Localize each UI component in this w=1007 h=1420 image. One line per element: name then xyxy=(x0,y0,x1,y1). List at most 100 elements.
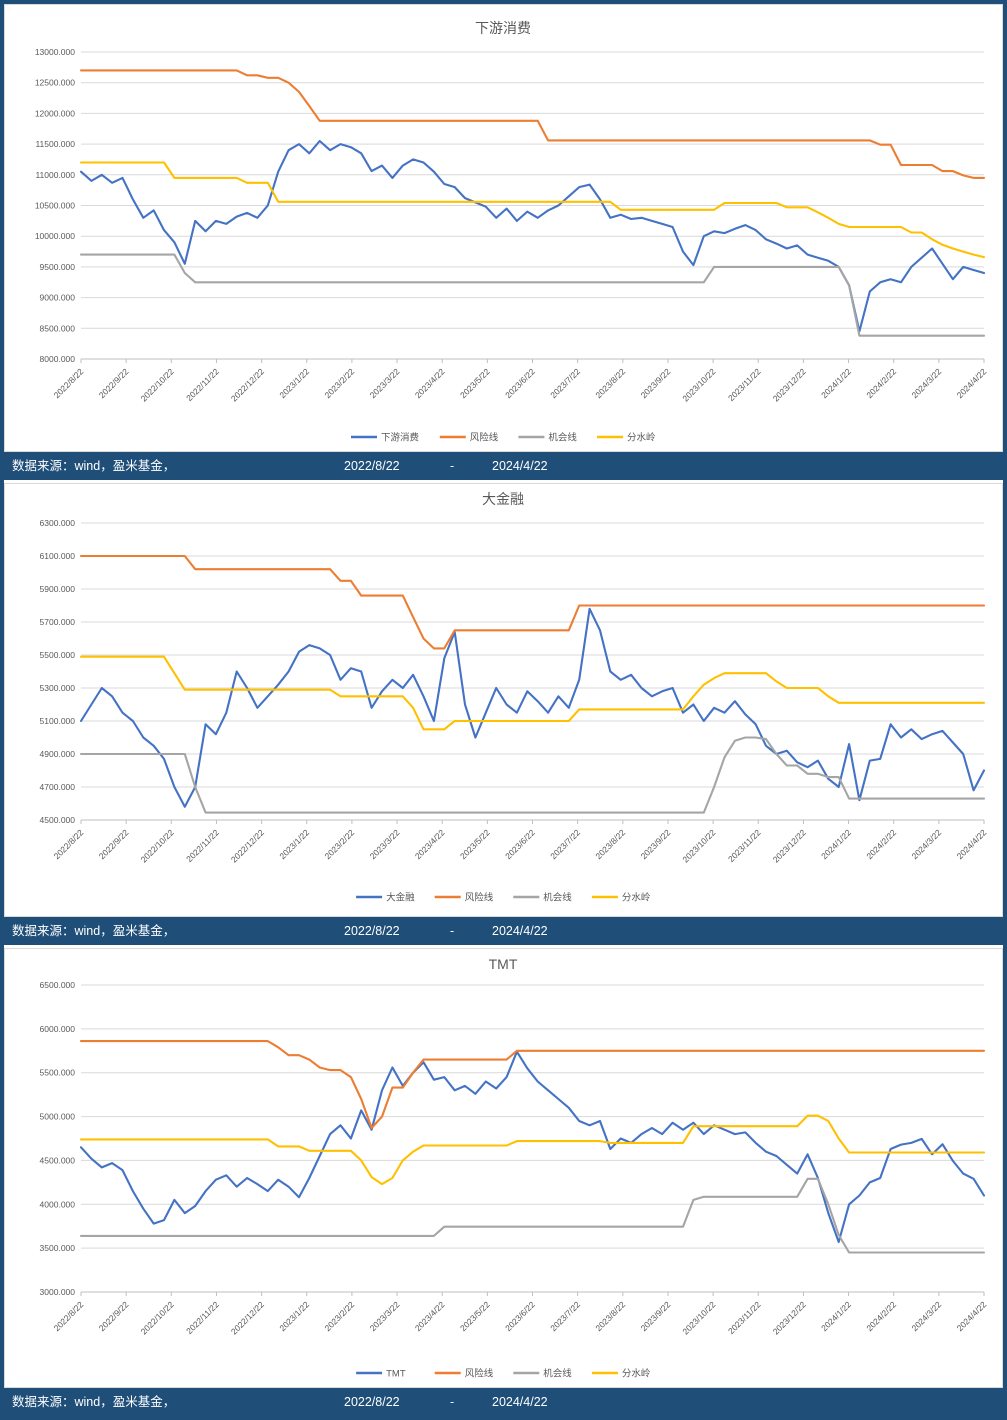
opportunity-line xyxy=(79,1177,986,1254)
y-axis-label: 4500.000 xyxy=(40,815,76,825)
panel-divider xyxy=(4,945,1003,948)
y-axis-label: 6100.000 xyxy=(40,551,76,561)
x-axis-label: 2023/2/22 xyxy=(322,366,356,400)
x-axis-label: 2022/10/22 xyxy=(139,366,176,403)
opportunity-line xyxy=(79,253,986,337)
x-axis-label: 2022/10/22 xyxy=(139,1299,176,1336)
main-series-line xyxy=(79,607,986,808)
x-axis-label: 2023/12/22 xyxy=(771,827,808,864)
x-axis-label: 2023/5/22 xyxy=(458,827,492,861)
legend-main-series-label: 大金融 xyxy=(386,892,415,904)
opportunity-line xyxy=(79,736,986,814)
range-separator: - xyxy=(450,924,455,938)
y-axis-label: 9000.000 xyxy=(40,293,76,303)
y-axis-label: 4700.000 xyxy=(40,782,76,792)
x-axis-label: 2023/3/22 xyxy=(368,1299,402,1333)
x-axis-label: 2022/9/22 xyxy=(97,366,131,400)
x-axis-label: 2023/7/22 xyxy=(548,1299,582,1333)
x-axis-label: 2022/10/22 xyxy=(139,827,176,864)
x-axis-label: 2023/8/22 xyxy=(593,1299,627,1333)
y-axis-label: 13000.000 xyxy=(35,47,75,57)
x-axis-label: 2022/11/22 xyxy=(184,1299,221,1336)
x-axis-label: 2023/11/22 xyxy=(726,827,763,864)
risk-line xyxy=(79,554,986,650)
range-start-date: 2022/8/22 xyxy=(344,459,400,473)
x-axis-label: 2022/12/22 xyxy=(229,827,266,864)
panel-divider xyxy=(4,480,1003,483)
legend-opportunity-label: 机会线 xyxy=(543,1368,572,1380)
x-axis-label: 2022/11/22 xyxy=(184,827,221,864)
chart-panel-downstream-consumption: 13000.000 12500.000 12000.000 11500.000 1100… xyxy=(4,4,1003,452)
main-series-line xyxy=(79,139,986,333)
y-axis-label: 5100.000 xyxy=(40,716,76,726)
tmt-chart: 6500.000 6000.000 5500.000 5000.000 4500.000… xyxy=(40,956,989,1380)
x-axis-label: 2023/6/22 xyxy=(503,1299,537,1333)
y-axis-label: 11500.000 xyxy=(35,139,75,149)
x-axis-label: 2024/1/22 xyxy=(819,366,853,400)
x-axis-label: 2023/11/22 xyxy=(726,1299,763,1336)
x-axis-label: 2023/7/22 xyxy=(548,366,582,400)
x-axis-label: 2023/9/22 xyxy=(639,827,673,861)
watershed-line xyxy=(79,655,986,731)
x-axis-label: 2023/2/22 xyxy=(322,827,356,861)
y-axis-label: 10000.000 xyxy=(35,231,75,241)
x-axis-label: 2023/1/22 xyxy=(277,1299,311,1333)
x-axis-label: 2024/1/22 xyxy=(819,1299,853,1333)
x-axis-label: 2023/5/22 xyxy=(458,1299,492,1333)
x-axis-label: 2022/8/22 xyxy=(52,1299,86,1333)
legend-risk-label: 风险线 xyxy=(465,892,494,904)
x-axis-label: 2023/3/22 xyxy=(368,827,402,861)
y-axis-label: 5000.000 xyxy=(40,1112,76,1122)
range-end-date: 2024/4/22 xyxy=(492,924,548,938)
risk-line xyxy=(79,1040,986,1130)
x-axis-label: 2023/1/22 xyxy=(277,827,311,861)
range-separator: - xyxy=(450,1395,455,1409)
y-axis-label: 6300.000 xyxy=(40,518,76,528)
y-axis-label: 12500.000 xyxy=(35,78,75,88)
range-separator: - xyxy=(450,459,455,473)
legend-main-series-label: TMT xyxy=(386,1369,406,1380)
source-bar: 数据来源：wind，盈米基金， 2022/8/22 - 2024/4/22 xyxy=(4,917,1003,945)
watershed-line xyxy=(79,161,986,259)
y-axis-label: 5500.000 xyxy=(40,650,76,660)
x-axis-label: 2023/6/22 xyxy=(503,827,537,861)
x-axis-label: 2023/8/22 xyxy=(593,827,627,861)
chart-title: TMT xyxy=(489,956,518,972)
x-axis-label: 2024/3/22 xyxy=(909,366,943,400)
y-axis-label: 5500.000 xyxy=(40,1068,76,1078)
legend: 下游消费 风险线 机会线 分水岭 xyxy=(350,432,656,444)
y-axis-label: 9500.000 xyxy=(40,262,76,272)
x-axis-label: 2022/9/22 xyxy=(97,1299,131,1333)
legend-watershed-label: 分水岭 xyxy=(627,432,656,444)
source-bar: 数据来源：wind，盈米基金， 2022/8/22 - 2024/4/22 xyxy=(4,1388,1003,1416)
y-axis-label: 12000.000 xyxy=(35,108,75,118)
y-axis-label: 5300.000 xyxy=(40,683,76,693)
range-end-date: 2024/4/22 xyxy=(492,459,548,473)
range-end-date: 2024/4/22 xyxy=(492,1395,548,1409)
watershed-line xyxy=(79,1114,986,1186)
x-axis-label: 2023/3/22 xyxy=(368,366,402,400)
x-axis-label: 2024/3/22 xyxy=(909,1299,943,1333)
risk-line xyxy=(79,69,986,179)
legend-opportunity-label: 机会线 xyxy=(548,432,577,444)
x-axis-label: 2023/10/22 xyxy=(680,827,717,864)
legend-watershed-label: 分水岭 xyxy=(622,1368,651,1380)
x-axis-label: 2024/3/22 xyxy=(909,827,943,861)
x-axis-label: 2023/4/22 xyxy=(413,827,447,861)
y-axis-label: 3500.000 xyxy=(40,1243,76,1253)
x-axis-label: 2023/4/22 xyxy=(413,366,447,400)
legend-watershed-label: 分水岭 xyxy=(622,892,651,904)
legend-risk-label: 风险线 xyxy=(465,1368,494,1380)
y-axis-label: 11000.000 xyxy=(35,170,75,180)
x-axis-label: 2023/10/22 xyxy=(680,1299,717,1336)
x-axis-label: 2024/2/22 xyxy=(864,827,898,861)
big-finance-chart: 6300.000 6100.000 5900.000 5700.000 5500.000… xyxy=(40,491,989,904)
x-axis-label: 2022/11/22 xyxy=(184,366,221,403)
y-axis-label: 8500.000 xyxy=(40,323,76,333)
x-axis-label: 2024/4/22 xyxy=(955,366,989,400)
y-axis-label: 4000.000 xyxy=(40,1199,76,1209)
x-axis-label: 2024/2/22 xyxy=(864,1299,898,1333)
legend: TMT 风险线 机会线 分水岭 xyxy=(356,1368,651,1380)
legend-opportunity-label: 机会线 xyxy=(543,892,572,904)
